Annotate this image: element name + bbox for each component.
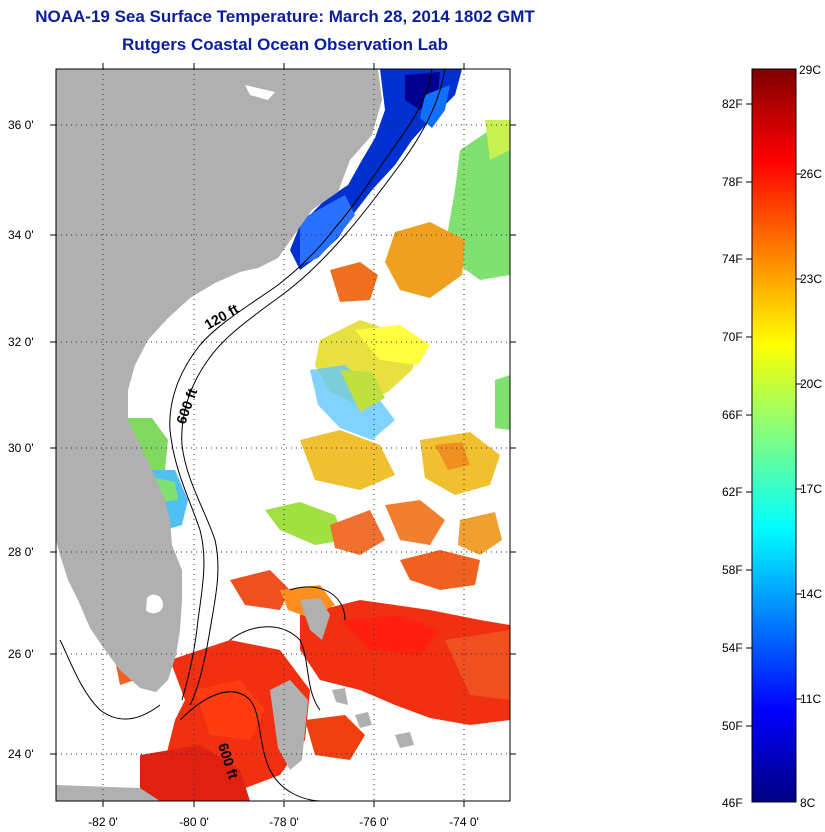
cb-f-74: 74F (722, 252, 743, 266)
map-frame (55, 68, 511, 802)
cb-f-82: 82F (722, 97, 743, 111)
map-title: NOAA-19 Sea Surface Temperature: March 2… (35, 7, 535, 26)
depth-contours (59, 69, 446, 801)
cb-c-17: 17C (800, 482, 822, 496)
cb-c-23: 23C (800, 272, 822, 286)
colorbar: 82F 78F 74F 70F 66F 62F 58F 54F 50F 46F … (722, 63, 822, 810)
lat-label-28: 28 0' (8, 545, 34, 559)
colorbar-gradient (751, 68, 797, 803)
cb-f-62: 62F (722, 485, 743, 499)
cb-c-8: 8C (800, 796, 816, 810)
cb-c-20: 20C (800, 377, 822, 391)
cb-f-78: 78F (722, 175, 743, 189)
land-masses (56, 69, 414, 801)
lon-label-74: -74 0' (449, 815, 479, 829)
lat-ticks (50, 124, 516, 755)
lat-label-34: 34 0' (8, 228, 34, 242)
cb-f-58: 58F (722, 563, 743, 577)
sst-patches (115, 69, 510, 801)
cb-f-54: 54F (722, 641, 743, 655)
lat-label-30: 30 0' (8, 441, 34, 455)
lon-label-76: -76 0' (359, 815, 389, 829)
lon-label-78: -78 0' (269, 815, 299, 829)
lon-label-82: -82 0' (88, 815, 118, 829)
lon-ticks (102, 63, 465, 807)
cb-f-66: 66F (722, 408, 743, 422)
grid-lines (56, 69, 510, 801)
cb-c-11: 11C (800, 692, 821, 706)
lat-label-26: 26 0' (8, 647, 34, 661)
cb-f-50: 50F (722, 719, 743, 733)
lat-label-36: 36 0' (8, 118, 34, 132)
map-area: 120 ft 600 ft 600 ft (56, 69, 510, 801)
cb-f-46: 46F (722, 796, 743, 810)
cb-c-14: 14C (800, 587, 822, 601)
colorbar-ticks (746, 103, 802, 727)
map-subtitle: Rutgers Coastal Ocean Observation Lab (122, 35, 448, 54)
cb-c-26: 26C (800, 167, 822, 181)
lat-label-24: 24 0' (8, 747, 34, 761)
cb-f-70: 70F (722, 330, 743, 344)
cb-c-29: 29C (799, 63, 821, 77)
lon-label-80: -80 0' (179, 815, 209, 829)
lat-label-32: 32 0' (8, 335, 34, 349)
